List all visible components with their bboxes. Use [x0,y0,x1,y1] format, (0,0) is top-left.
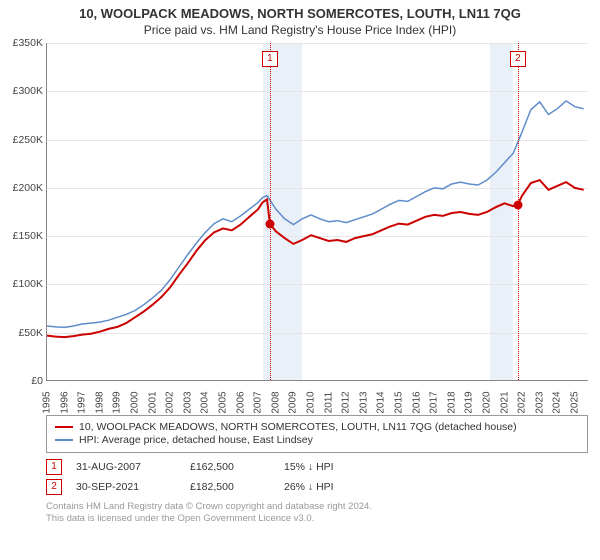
x-axis-label: 2016 [411,391,422,413]
legend-label: HPI: Average price, detached house, East… [79,434,313,446]
x-axis-label: 2010 [305,391,316,413]
x-axis-label: 2012 [341,391,352,413]
chart-title: 10, WOOLPACK MEADOWS, NORTH SOMERCOTES, … [4,6,596,21]
x-axis-label: 2007 [253,391,264,413]
event-row: 1 31-AUG-2007 £162,500 15% ↓ HPI [46,459,588,475]
x-axis-label: 2003 [182,391,193,413]
event-delta: 15% ↓ HPI [284,461,334,473]
x-axis-label: 2018 [446,391,457,413]
x-axis-label: 2005 [217,391,228,413]
x-axis-label: 2014 [376,391,387,413]
footnote-line: This data is licensed under the Open Gov… [46,513,588,525]
x-axis-label: 2023 [534,391,545,413]
x-axis-label: 2009 [288,391,299,413]
event-vline [270,43,271,380]
chart-subtitle: Price paid vs. HM Land Registry's House … [4,23,596,37]
x-axis-label: 2008 [270,391,281,413]
y-axis-label: £50K [3,327,43,339]
events-table: 1 31-AUG-2007 £162,500 15% ↓ HPI 2 30-SEP-202… [46,459,588,495]
x-axis-label: 2017 [429,391,440,413]
x-axis-label: 1998 [94,391,105,413]
x-axis-label: 2002 [165,391,176,413]
x-axis-label: 2022 [517,391,528,413]
event-price: £162,500 [190,461,270,473]
chart-header: 10, WOOLPACK MEADOWS, NORTH SOMERCOTES, … [0,0,600,39]
x-axis-label: 2000 [129,391,140,413]
x-axis-label: 2015 [393,391,404,413]
x-axis-label: 2006 [235,391,246,413]
x-axis-label: 1999 [112,391,123,413]
x-axis-label: 2001 [147,391,158,413]
legend: 10, WOOLPACK MEADOWS, NORTH SOMERCOTES, … [46,415,588,453]
series-hpi [47,101,584,328]
event-point-2 [513,200,522,209]
event-price: £182,500 [190,481,270,493]
chart-plot-area: £0£50K£100K£150K£200K£250K£300K£350K1995… [46,43,588,381]
legend-row: 10, WOOLPACK MEADOWS, NORTH SOMERCOTES, … [55,421,579,433]
event-date: 30-SEP-2021 [76,481,176,493]
y-axis-label: £300K [3,85,43,97]
x-axis-label: 2020 [481,391,492,413]
x-axis-label: 2011 [323,392,334,414]
event-index-box: 1 [46,459,62,475]
series-svg [47,43,589,381]
x-axis-label: 2004 [200,391,211,413]
y-axis-label: £200K [3,182,43,194]
x-axis-label: 2013 [358,391,369,413]
y-axis-label: £100K [3,278,43,290]
legend-swatch [55,439,73,441]
legend-label: 10, WOOLPACK MEADOWS, NORTH SOMERCOTES, … [79,421,517,433]
x-axis-label: 2019 [464,391,475,413]
event-marker-1: 1 [262,51,278,67]
y-axis-label: £350K [3,37,43,49]
event-marker-2: 2 [510,51,526,67]
y-axis-label: £150K [3,230,43,242]
x-axis-label: 2021 [499,391,510,413]
x-axis-label: 1996 [59,391,70,413]
event-delta: 26% ↓ HPI [284,481,334,493]
x-axis-label: 1995 [42,391,53,413]
event-vline [518,43,519,380]
legend-row: HPI: Average price, detached house, East… [55,434,579,446]
footnote: Contains HM Land Registry data © Crown c… [46,501,588,525]
x-axis-label: 1997 [77,391,88,413]
y-axis-label: £250K [3,134,43,146]
x-axis-label: 2025 [569,391,580,413]
y-axis-label: £0 [3,375,43,387]
footnote-line: Contains HM Land Registry data © Crown c… [46,501,588,513]
event-point-1 [265,220,274,229]
legend-swatch [55,426,73,428]
event-date: 31-AUG-2007 [76,461,176,473]
event-index-box: 2 [46,479,62,495]
x-axis-label: 2024 [552,391,563,413]
event-row: 2 30-SEP-2021 £182,500 26% ↓ HPI [46,479,588,495]
